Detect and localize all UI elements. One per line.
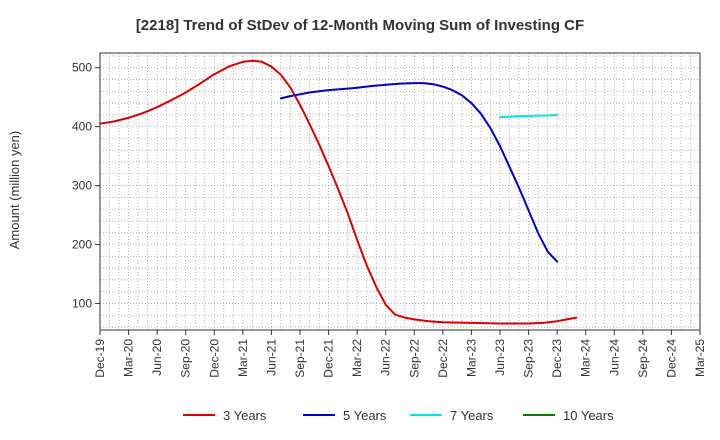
x-tick-label: Mar-24 — [579, 339, 593, 377]
x-tick-label: Dec-22 — [436, 339, 450, 378]
x-tick-label: Dec-24 — [664, 339, 678, 378]
x-tick-label: Mar-21 — [236, 339, 250, 377]
legend-label-5-years: 5 Years — [343, 408, 387, 423]
plot-area — [99, 52, 701, 331]
legend: 3 Years 5 Years 7 Years 10 Years — [183, 408, 614, 423]
x-tick-label: Mar-22 — [350, 339, 364, 377]
x-tick-label: Mar-20 — [122, 339, 136, 377]
y-tick-label: 100 — [72, 296, 92, 310]
y-tick-label: 300 — [72, 179, 92, 193]
y-axis: 100 200 300 400 500 — [72, 61, 100, 310]
x-tick-label: Dec-19 — [93, 339, 107, 378]
x-tick-label: Mar-25 — [693, 339, 707, 377]
chart-title: [2218] Trend of StDev of 12-Month Moving… — [136, 17, 584, 34]
x-tick-label: Mar-23 — [464, 339, 478, 377]
legend-label-10-years: 10 Years — [563, 408, 614, 423]
x-tick-label: Sep-24 — [636, 339, 650, 378]
x-tick-label: Dec-23 — [550, 339, 564, 378]
y-tick-label: 400 — [72, 120, 92, 134]
x-tick-label: Sep-23 — [522, 339, 536, 378]
x-tick-label: Sep-21 — [293, 339, 307, 378]
y-tick-label: 200 — [72, 238, 92, 252]
series-lines — [99, 59, 578, 325]
x-tick-label: Jun-20 — [150, 339, 164, 376]
x-tick-label: Dec-20 — [207, 339, 221, 378]
x-tick-label: Jun-22 — [379, 339, 393, 376]
series-line-7-years — [499, 113, 559, 119]
x-tick-label: Sep-22 — [407, 339, 421, 378]
x-tick-label: Sep-20 — [179, 339, 193, 378]
y-tick-label: 500 — [72, 61, 92, 75]
series-line-5-years — [279, 82, 559, 263]
series-line-3-years — [99, 59, 578, 325]
x-tick-label: Jun-21 — [264, 339, 278, 376]
x-tick-label: Dec-21 — [322, 339, 336, 378]
x-tick-label: Jun-23 — [493, 339, 507, 376]
grid — [100, 53, 700, 330]
x-axis: Dec-19 Mar-20 Jun-20 Sep-20 Dec-20 Mar-21 Jun-… — [93, 330, 707, 378]
legend-label-3-years: 3 Years — [223, 408, 267, 423]
y-axis-label: Amount (million yen) — [7, 131, 22, 250]
x-tick-label: Jun-24 — [607, 339, 621, 376]
legend-label-7-years: 7 Years — [450, 408, 494, 423]
